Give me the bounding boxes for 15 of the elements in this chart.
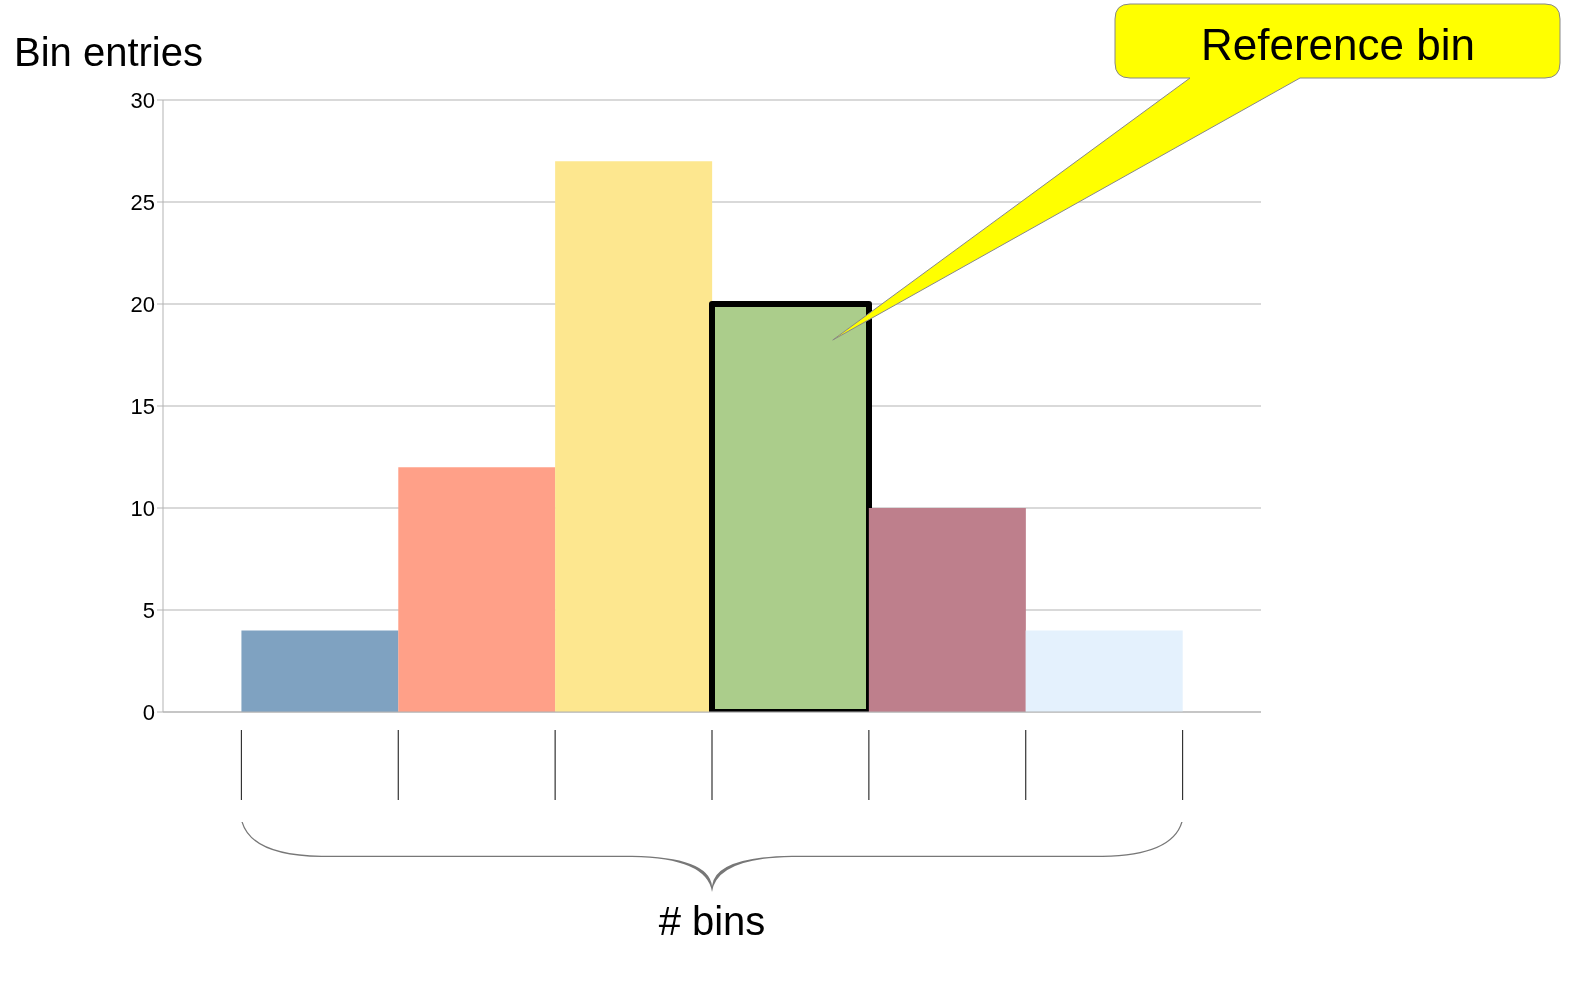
y-tick-label: 30 [130, 87, 155, 113]
y-tick-label: 0 [142, 699, 155, 725]
y-tick-label: 5 [142, 597, 155, 623]
y-tick-label: 25 [130, 189, 155, 215]
bar [868, 508, 1026, 712]
bar [555, 161, 713, 712]
bar [1025, 630, 1183, 712]
bar [398, 467, 556, 712]
y-tick-label: 10 [130, 495, 155, 521]
y-tick-label: 15 [130, 393, 155, 419]
y-axis-title: Bin entries [14, 30, 203, 74]
speech-bubble: Reference bin [832, 3, 1561, 341]
x-axis-title: # bins [658, 899, 766, 943]
bar [241, 630, 399, 712]
y-tick-label: 20 [130, 291, 155, 317]
